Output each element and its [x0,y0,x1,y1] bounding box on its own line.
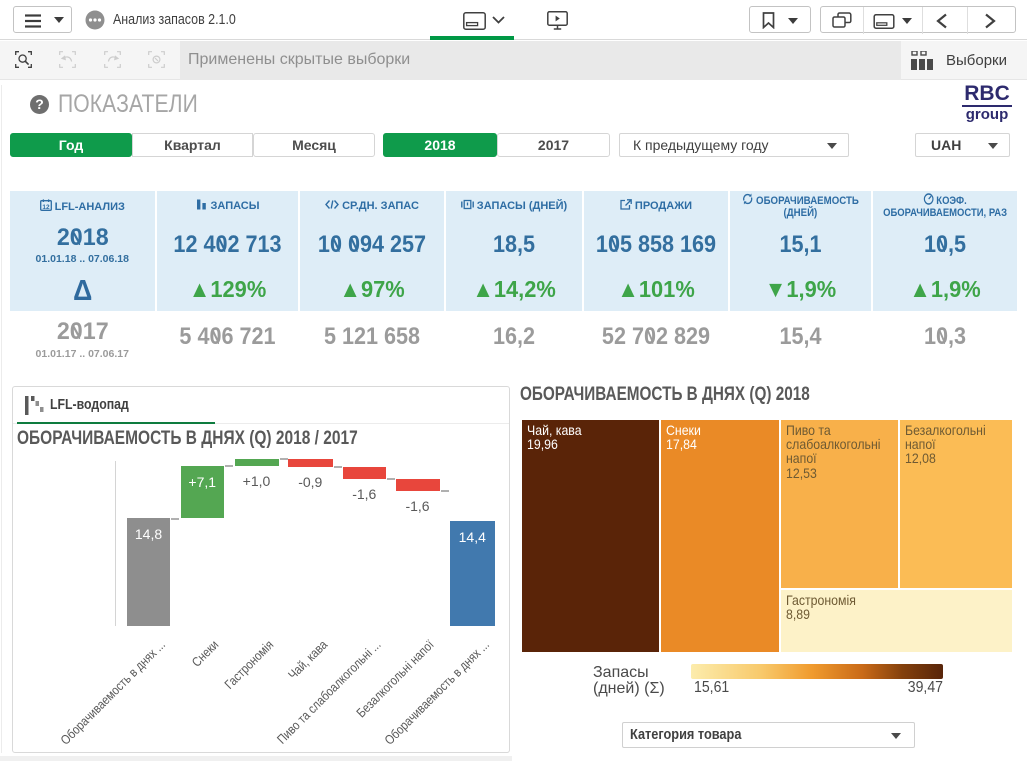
svg-text:12: 12 [42,204,50,211]
